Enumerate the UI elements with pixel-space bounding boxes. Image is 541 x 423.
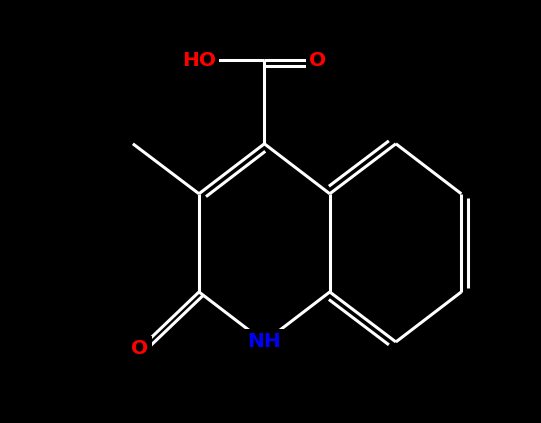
Text: HO: HO: [182, 51, 216, 70]
Text: O: O: [309, 51, 326, 70]
Text: NH: NH: [247, 332, 281, 352]
Text: O: O: [131, 339, 149, 358]
